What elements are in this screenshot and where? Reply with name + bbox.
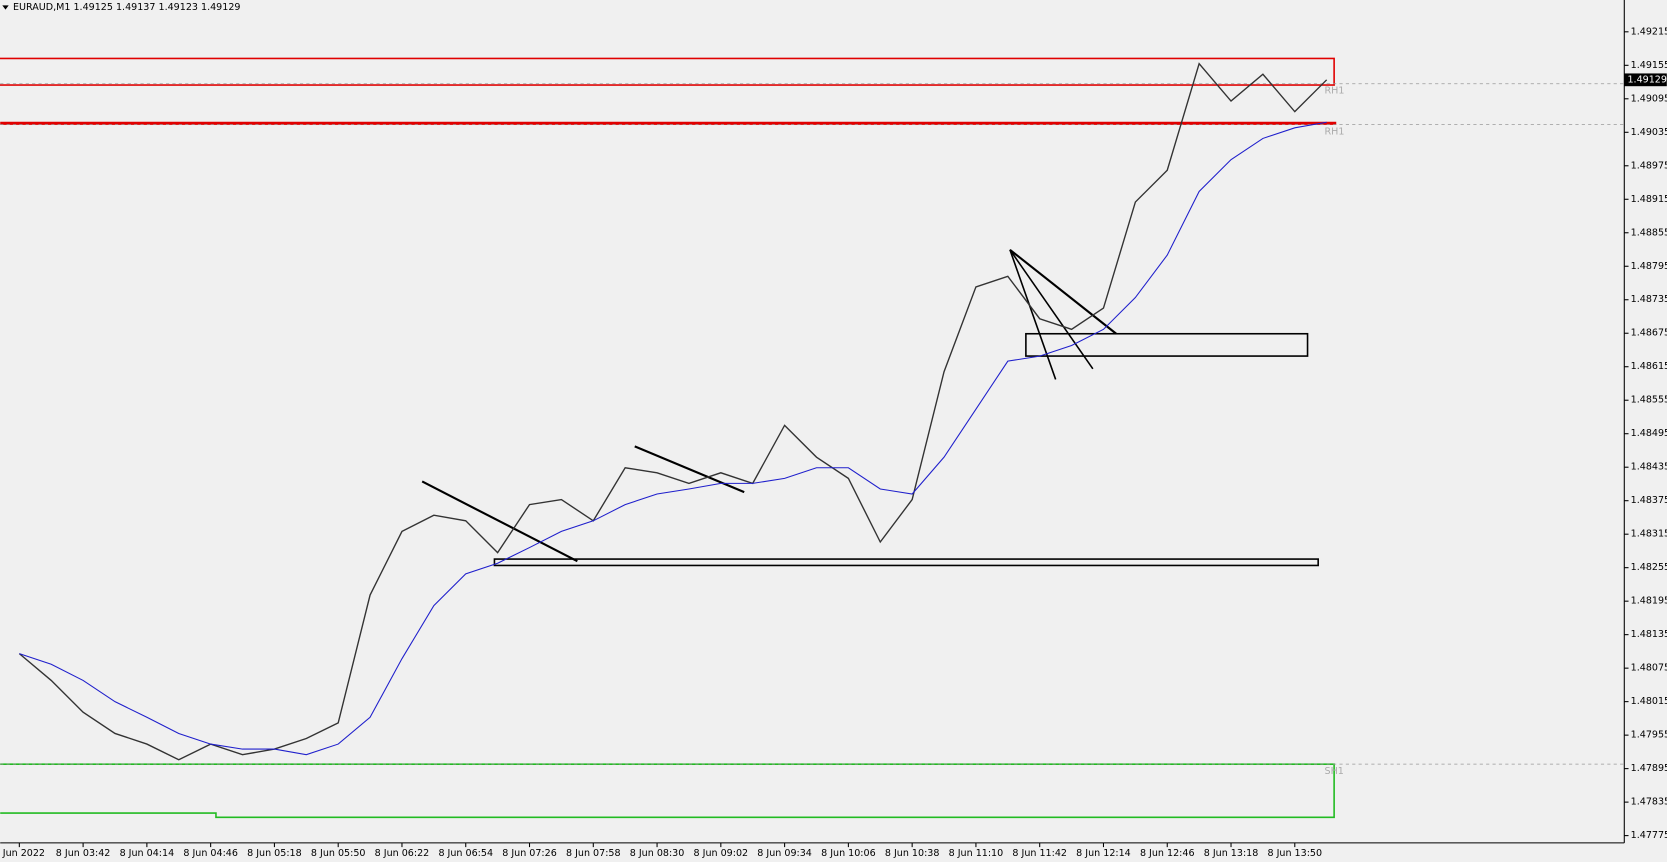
level-label: RH1: [1325, 86, 1345, 97]
price-line: [19, 121, 1327, 756]
y-tick-label: 1.48855: [1631, 227, 1667, 238]
y-tick-label: 1.49155: [1631, 60, 1667, 71]
x-tick-label: 8 Jun 13:50: [1268, 848, 1323, 859]
level-label: SH1: [1325, 766, 1344, 777]
x-tick-label: 8 Jun 07:26: [502, 848, 557, 859]
y-tick-label: 1.48135: [1631, 629, 1667, 640]
price-line: [18, 62, 1328, 761]
trend-line: [1009, 249, 1057, 380]
x-tick-label: 8 Jun 2022: [0, 848, 45, 859]
trend-line: [421, 480, 578, 563]
y-tick-label: 1.49035: [1631, 127, 1667, 138]
y-tick-label: 1.47775: [1631, 830, 1667, 841]
support-box: [493, 558, 1319, 567]
y-tick-label: 1.48915: [1631, 194, 1667, 205]
x-tick-label: 8 Jun 11:10: [949, 848, 1004, 859]
last-price-label: 1.49129: [1627, 74, 1666, 85]
y-tick-label: 1.48435: [1631, 462, 1667, 473]
x-tick-label: 8 Jun 07:58: [566, 848, 621, 859]
y-tick-label: 1.48255: [1631, 562, 1667, 573]
y-tick-label: 1.48735: [1631, 294, 1667, 305]
x-tick-label: 8 Jun 08:30: [630, 848, 685, 859]
x-tick-label: 8 Jun 13:18: [1204, 848, 1259, 859]
y-tick-label: 1.48615: [1631, 361, 1667, 372]
y-tick-label: 1.48315: [1631, 529, 1667, 540]
x-tick-label: 8 Jun 09:34: [757, 848, 812, 859]
y-tick-label: 1.47895: [1631, 763, 1667, 774]
x-tick-label: 8 Jun 05:50: [311, 848, 366, 859]
y-tick-label: 1.48975: [1631, 160, 1667, 171]
x-tick-label: 8 Jun 10:06: [821, 848, 876, 859]
resistance-zone: [0, 57, 1335, 86]
y-tick-label: 1.48375: [1631, 495, 1667, 506]
x-tick-label: 8 Jun 09:02: [694, 848, 749, 859]
trend-line: [1009, 248, 1117, 335]
x-tick-label: 8 Jun 04:14: [120, 848, 175, 859]
support-box: [1025, 332, 1309, 357]
level-label: RH1: [1325, 126, 1345, 137]
y-tick-label: 1.48795: [1631, 261, 1667, 272]
x-tick-label: 8 Jun 12:46: [1140, 848, 1195, 859]
x-tick-label: 8 Jun 06:22: [375, 848, 430, 859]
y-tick-label: 1.49215: [1631, 26, 1667, 37]
y-tick-label: 1.48075: [1631, 663, 1667, 674]
y-tick-label: 1.48195: [1631, 596, 1667, 607]
x-tick-label: 8 Jun 05:18: [247, 848, 302, 859]
x-tick-label: 8 Jun 12:14: [1076, 848, 1131, 859]
last-price-box: [1624, 73, 1667, 87]
y-tick-label: 1.48675: [1631, 328, 1667, 339]
x-tick-label: 8 Jun 03:42: [56, 848, 111, 859]
y-tick-label: 1.48015: [1631, 696, 1667, 707]
chart-title: EURAUD,M1 1.49125 1.49137 1.49123 1.4912…: [13, 2, 241, 13]
y-tick-label: 1.48495: [1631, 428, 1667, 439]
menu-icon: [2, 5, 9, 10]
trend-line: [1009, 249, 1094, 370]
x-tick-label: 8 Jun 11:42: [1012, 848, 1067, 859]
y-tick-label: 1.48555: [1631, 395, 1667, 406]
y-tick-label: 1.47835: [1631, 797, 1667, 808]
x-tick-label: 8 Jun 10:38: [885, 848, 940, 859]
x-tick-label: 8 Jun 04:46: [183, 848, 238, 859]
y-tick-label: 1.47955: [1631, 730, 1667, 741]
x-tick-label: 8 Jun 06:54: [438, 848, 493, 859]
y-tick-label: 1.49095: [1631, 93, 1667, 104]
trend-line: [634, 445, 745, 494]
